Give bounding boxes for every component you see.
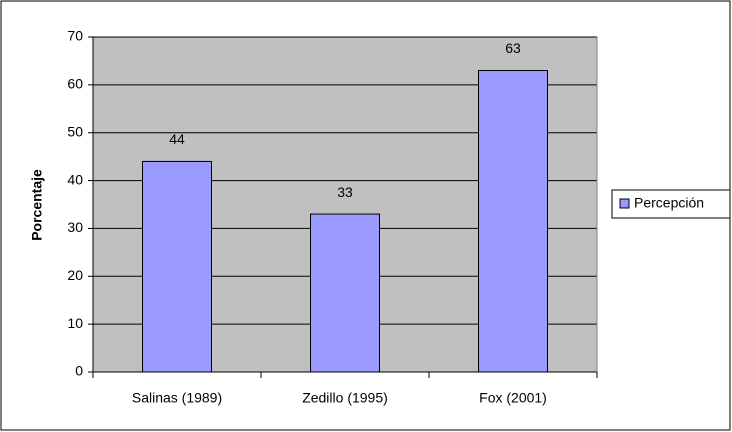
legend-label: Percepción [634, 195, 704, 211]
x-tick-label: Salinas (1989) [132, 390, 222, 406]
y-tick-label: 40 [67, 171, 83, 187]
y-tick-label: 60 [67, 76, 83, 92]
bar [310, 213, 380, 373]
y-tick-label: 0 [75, 363, 83, 379]
y-tick-label: 70 [67, 28, 83, 44]
legend-box [611, 189, 731, 219]
bar [142, 160, 212, 373]
y-tick-label: 20 [67, 267, 83, 283]
data-label: 33 [337, 184, 353, 200]
y-tick-label: 50 [67, 123, 83, 139]
legend-swatch [619, 198, 630, 209]
bar [478, 70, 548, 373]
data-label: 44 [169, 131, 185, 147]
data-label: 63 [505, 40, 521, 56]
y-tick-label: 10 [67, 315, 83, 331]
x-tick-label: Zedillo (1995) [302, 390, 388, 406]
y-tick-label: 30 [67, 219, 83, 235]
y-axis-label: Porcentaje [29, 169, 45, 241]
x-tick-label: Fox (2001) [479, 390, 547, 406]
